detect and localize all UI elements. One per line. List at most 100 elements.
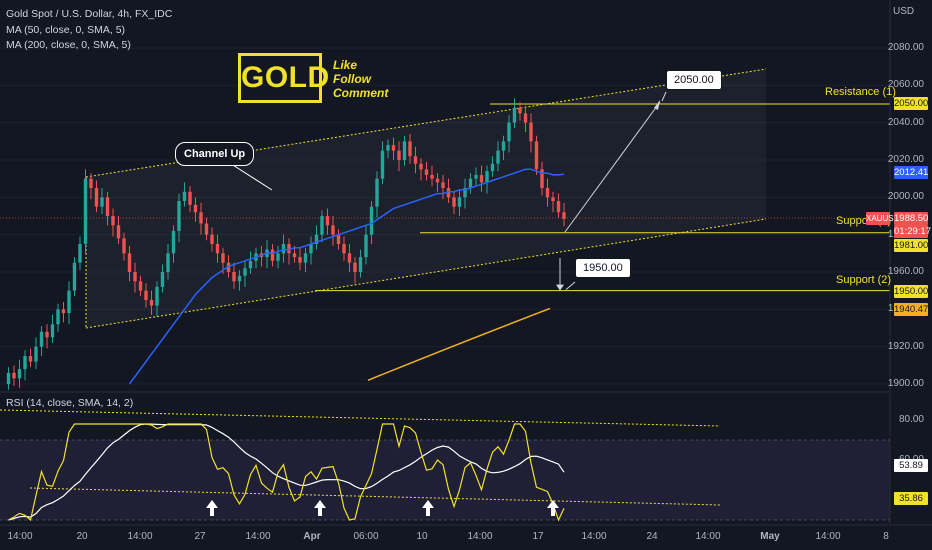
candle-body [430, 174, 434, 179]
gold-cta: Like Follow Comment [333, 58, 388, 100]
candle-body [6, 372, 11, 384]
candle-body [215, 244, 220, 254]
time-tick-label: 24 [646, 531, 658, 542]
candle-body [12, 372, 16, 379]
tag-price: 1988.50 [894, 212, 929, 225]
ma50-legend: MA (50, close, 0, SMA, 5) [6, 24, 126, 36]
candle-body [397, 150, 401, 160]
time-tick-label: 14:00 [127, 531, 153, 542]
ma50-path [128, 168, 565, 385]
candle-body [413, 156, 418, 164]
candle-body [210, 234, 214, 244]
candle-body [380, 150, 385, 179]
callout-down-pointer [565, 281, 576, 291]
candle-body [133, 272, 137, 282]
candle-body [353, 262, 357, 272]
channel-upper-line [85, 68, 767, 178]
candle-body [89, 178, 93, 188]
tag-rsi-ma: 53.89 [894, 459, 928, 472]
tag-resistance: 2050.00 [894, 97, 929, 110]
candle-body [100, 197, 104, 207]
candle-body [177, 201, 181, 231]
target-up-callout: 2050.00 [666, 70, 722, 90]
time-tick-label: Apr [303, 531, 321, 542]
candle-body [331, 225, 335, 235]
like-text: Like [333, 58, 358, 72]
follow-text: Follow [333, 72, 371, 86]
candle-body [105, 197, 110, 216]
candle-body [556, 201, 561, 213]
candle-body [221, 253, 225, 263]
candle-body [226, 262, 231, 272]
candle-body [309, 244, 313, 254]
candle-body [452, 197, 456, 207]
ma200-path [367, 307, 551, 381]
candle-body [529, 122, 533, 142]
chart-title: Gold Spot / U.S. Dollar, 4h, FX_IDC [6, 8, 173, 20]
time-tick-label: 27 [194, 531, 206, 542]
candle-body [160, 272, 165, 287]
tag-rsi: 35.86 [894, 492, 928, 505]
candle-body [28, 356, 33, 362]
horizontal-levels [315, 103, 890, 292]
price-tick-label: 1900.00 [887, 378, 924, 389]
time-tick-label: 06:00 [353, 531, 379, 542]
candle-body [523, 113, 528, 123]
ma200-line [367, 307, 551, 381]
candle-body [364, 234, 368, 258]
rsi-legend: RSI (14, close, SMA, 14, 2) [6, 397, 134, 409]
candle-body [441, 182, 445, 188]
candle-body [23, 356, 27, 370]
candle-body [518, 107, 522, 114]
candle-body [138, 281, 143, 291]
candle-body [298, 257, 302, 263]
candle-body [193, 204, 198, 213]
candle-body [468, 178, 473, 188]
rsi-ma-line [8, 423, 565, 521]
candle-body [149, 300, 154, 306]
rsi-pane [0, 409, 890, 522]
time-tick-label: 10 [416, 531, 428, 542]
candle-body [248, 260, 253, 269]
currency-label: USD [893, 6, 915, 17]
candle-body [292, 253, 297, 258]
candle-body [45, 331, 49, 338]
candle-body [78, 244, 82, 263]
rsi-tick-label: 80.00 [898, 414, 924, 425]
tag-ma50: 2012.41 [894, 166, 929, 179]
rsi-lower-trendline [29, 487, 721, 506]
tag-support-1: 1981.00 [894, 239, 929, 252]
price-tick-label: 2020.00 [887, 154, 924, 165]
arrow-up-line [564, 101, 661, 233]
rsi-up-arrow [206, 500, 218, 516]
candle-body [358, 257, 363, 272]
candle-body [534, 141, 539, 170]
time-tick-label: 14:00 [245, 531, 271, 542]
price-tick-label: 2080.00 [887, 42, 924, 53]
price-tick-label: 2040.00 [887, 116, 924, 128]
price-tick-label: 2060.00 [887, 79, 924, 91]
candle-body [83, 178, 88, 244]
candle-body [276, 253, 280, 261]
candle-body [419, 163, 423, 170]
grid [0, 47, 890, 385]
candle-body [391, 145, 396, 151]
candle-body [111, 216, 115, 226]
target-down-callout: 1950.00 [575, 258, 631, 278]
tag-symbol: XAUUSD [866, 212, 900, 225]
tag-support-2: 1950.00 [894, 285, 929, 298]
candle-body [34, 346, 38, 362]
rsi-upper-trendline [0, 409, 721, 427]
candle-body [424, 169, 429, 175]
candle-body [463, 188, 467, 198]
candle-body [199, 212, 203, 224]
candle-body [402, 141, 407, 160]
time-tick-label: 14:00 [695, 531, 721, 542]
callout-up-pointer [661, 91, 667, 102]
candle-body [72, 262, 77, 291]
gold-logo-box: GOLD [238, 53, 329, 103]
resistance-1-label: Resistance (1) [825, 86, 896, 98]
candle-body [320, 216, 324, 235]
time-tick-label: 14:00 [581, 531, 607, 542]
